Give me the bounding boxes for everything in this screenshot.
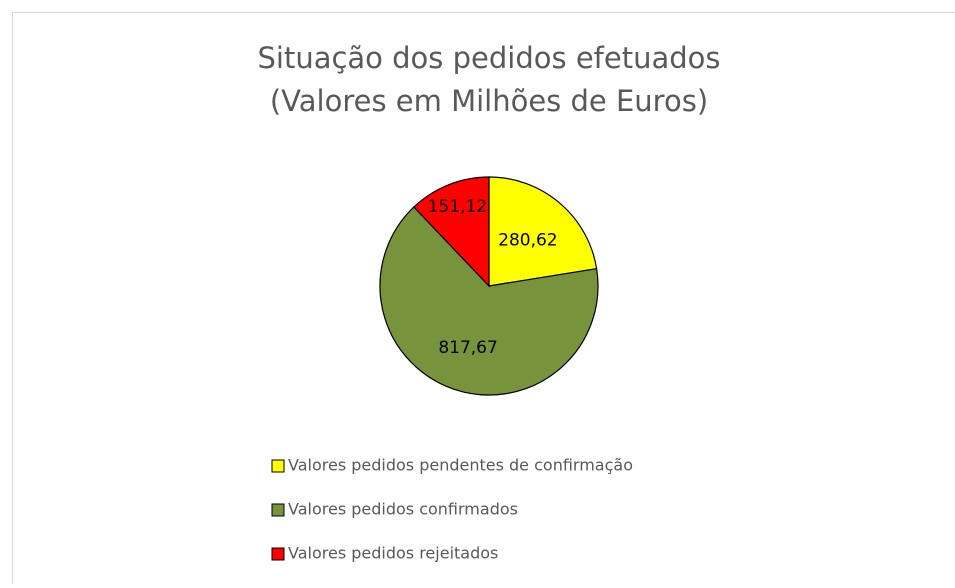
data-label: 151,12 [428,197,487,217]
legend-swatch [272,548,284,560]
data-label: 817,67 [438,338,497,358]
chart-title: Situação dos pedidos efetuados [257,41,720,75]
data-label: 280,62 [498,230,557,250]
legend-swatch [272,460,284,472]
chart-subtitle: (Valores em Milhões de Euros) [270,84,708,118]
legend-label: Valores pedidos confirmados [288,500,518,519]
legend-label: Valores pedidos rejeitados [288,544,498,563]
legend-label: Valores pedidos pendentes de confirmação [288,456,633,475]
legend-swatch [272,504,284,516]
